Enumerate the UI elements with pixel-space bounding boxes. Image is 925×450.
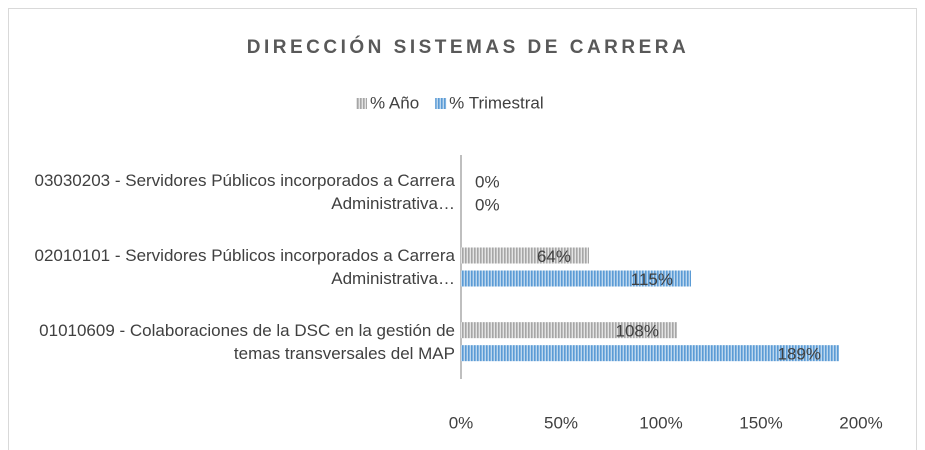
bar xyxy=(461,247,589,264)
x-tick-label: 100% xyxy=(639,413,682,432)
bar xyxy=(461,345,839,362)
data-label: 115% xyxy=(631,270,673,289)
data-label: 108% xyxy=(616,322,659,341)
x-tick-label: 200% xyxy=(839,413,882,432)
data-label: 0% xyxy=(475,172,500,191)
x-tick-label: 150% xyxy=(739,413,782,432)
chart-border xyxy=(8,8,917,450)
category-label: 02010101 - Servidores Públicos incorpora… xyxy=(34,246,455,288)
category-label: 03030203 - Servidores Públicos incorpora… xyxy=(34,171,455,214)
data-label: 0% xyxy=(475,195,500,214)
x-tick-label: 0% xyxy=(449,413,474,432)
data-label: 64% xyxy=(537,247,571,266)
legend-label: % Trimestral xyxy=(449,93,543,112)
bar xyxy=(461,270,691,287)
data-label: 189% xyxy=(778,345,821,364)
x-tick-label: 50% xyxy=(544,413,578,432)
legend-swatch xyxy=(356,98,367,109)
legend-swatch xyxy=(435,98,447,109)
legend-label: % Año xyxy=(370,93,419,112)
bar xyxy=(461,322,677,339)
chart-title: DIRECCIÓN SISTEMAS DE CARRERA xyxy=(247,36,689,58)
category-label: 01010609 - Colaboraciones de la DSC en l… xyxy=(39,320,455,363)
